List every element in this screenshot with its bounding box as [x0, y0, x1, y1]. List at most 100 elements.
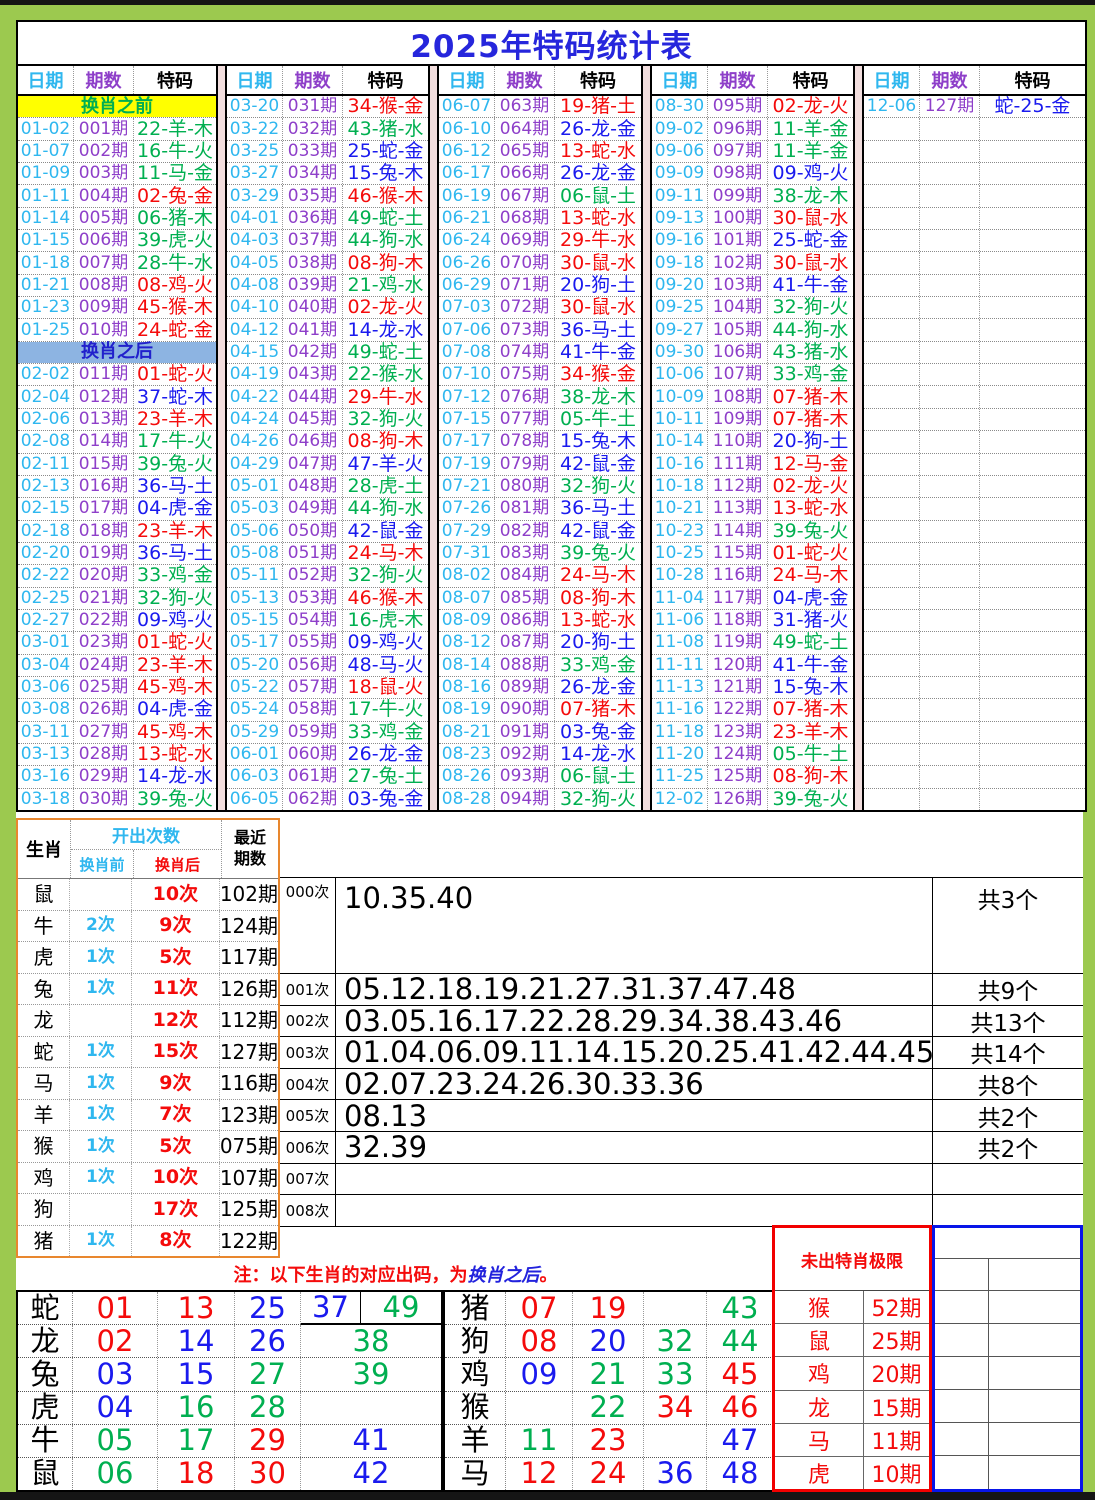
draw-period: 062期: [283, 789, 343, 810]
draw-code: [980, 163, 1085, 184]
column-header: 日期: [652, 66, 708, 94]
count-after: 9次: [132, 911, 220, 942]
draw-row: 02-04012期37-蛇-木: [18, 386, 216, 408]
frequency-total: 共9个: [932, 974, 1083, 1005]
draw-row: 11-08119期49-蛇-土: [652, 632, 853, 654]
mapping-number: [301, 1392, 441, 1424]
frequency-numbers: 08.13: [336, 1100, 932, 1131]
draw-date: 01-11: [18, 185, 74, 206]
mapping-number: 34: [644, 1392, 707, 1424]
draw-row: 06-12065期13-蛇-水: [439, 141, 641, 163]
draw-period: 017期: [74, 498, 134, 519]
draw-period: 120期: [708, 655, 768, 676]
draw-date: 06-10: [439, 118, 495, 139]
frequency-label: 003次: [280, 1037, 336, 1068]
limit-period: 15期: [864, 1391, 929, 1423]
draw-row: 03-13028期13-蛇-水: [18, 744, 216, 766]
draw-date: 07-03: [439, 297, 495, 318]
draw-date: [864, 252, 920, 273]
draw-row: 03-20031期34-猴-金: [227, 96, 428, 118]
draw-date: [864, 297, 920, 318]
zodiac-stat-row: 狗17次125期: [18, 1194, 278, 1226]
draw-code: 39-兔-火: [134, 454, 216, 475]
draw-period: 016期: [74, 476, 134, 497]
empty-cell: [935, 1259, 989, 1291]
mapping-number: 26: [235, 1325, 301, 1357]
draw-period: 098期: [708, 163, 768, 184]
draw-period: 065期: [495, 141, 555, 162]
mapping-number: 07: [506, 1292, 573, 1324]
limit-box-title: 未出特肖极限: [775, 1228, 929, 1291]
draw-row: 04-05038期08-狗-木: [227, 252, 428, 274]
mapping-row: 鼠06183042: [18, 1458, 441, 1490]
mapping-zodiac: 马: [445, 1458, 506, 1490]
draw-period: [920, 297, 980, 318]
draw-row: 03-29035期46-猴-木: [227, 185, 428, 207]
draw-code: 30-鼠-水: [768, 208, 853, 229]
draw-code: 33-鸡-金: [555, 655, 641, 676]
draw-date: 09-27: [652, 319, 708, 340]
draw-date: 02-04: [18, 386, 74, 407]
draw-row: 02-11015期39-兔-火: [18, 454, 216, 476]
draw-row: [864, 118, 1085, 140]
draw-date: 10-16: [652, 454, 708, 475]
draw-row: 换肖之后: [18, 342, 216, 364]
draw-row: 12-02126期39-兔-火: [652, 789, 853, 810]
draw-period: 066期: [495, 163, 555, 184]
draw-date: 08-23: [439, 744, 495, 765]
empty-cell: [935, 1291, 989, 1324]
draw-code: [980, 521, 1085, 542]
limit-zodiac: 马: [775, 1424, 864, 1456]
draw-row: 01-23009期45-猴-木: [18, 297, 216, 319]
draw-code: [980, 766, 1085, 787]
zodiac-name: 鸡: [18, 1163, 70, 1194]
draw-period: 107期: [708, 364, 768, 385]
draw-period: 010期: [74, 319, 134, 340]
draw-period: 052期: [283, 565, 343, 586]
draw-code: 07-猪-木: [768, 386, 853, 407]
draw-date: 11-08: [652, 632, 708, 653]
draw-row: 06-05062期03-兔-金: [227, 789, 428, 810]
draw-date: [864, 230, 920, 251]
draw-code: 41-牛-金: [555, 342, 641, 363]
draw-date: 07-12: [439, 386, 495, 407]
draw-date: [864, 476, 920, 497]
mapping-number: 21: [573, 1358, 644, 1390]
draw-period: [920, 185, 980, 206]
mapping-zodiac: 鸡: [445, 1358, 506, 1390]
draw-code: 33-鸡-金: [768, 364, 853, 385]
draw-date: 10-28: [652, 565, 708, 586]
draw-row: 03-22032期43-猪-水: [227, 118, 428, 140]
draw-row: 03-18030期39-兔-火: [18, 789, 216, 810]
draw-code: 02-龙-火: [343, 297, 428, 318]
column-header: 日期: [864, 66, 920, 94]
draw-period: 004期: [74, 185, 134, 206]
mapping-number: 19: [573, 1292, 644, 1324]
header-times-group: 开出次数 换肖前 换肖后: [71, 820, 222, 878]
draw-date: 08-07: [439, 588, 495, 609]
zodiac-stat-row: 兔1次11次126期: [18, 974, 278, 1006]
zodiac-stat-row: 猴1次5次075期: [18, 1131, 278, 1163]
draw-date: 09-30: [652, 342, 708, 363]
draw-row: [864, 699, 1085, 721]
draw-date: [864, 409, 920, 430]
draw-row: 换肖之前: [18, 96, 216, 118]
frequency-label: 008次: [280, 1195, 336, 1226]
count-before: [70, 879, 132, 910]
draw-date: 10-25: [652, 543, 708, 564]
draw-row: [864, 588, 1085, 610]
limit-period: 20期: [864, 1357, 929, 1389]
draw-period: 056期: [283, 655, 343, 676]
draw-date: [864, 699, 920, 720]
draw-row: 04-24045期32-狗-火: [227, 409, 428, 431]
draw-row: 10-14110期20-狗-土: [652, 431, 853, 453]
count-before: [70, 1194, 132, 1225]
draw-date: [864, 319, 920, 340]
frequency-label: 006次: [280, 1132, 336, 1163]
draw-date: 05-20: [227, 655, 283, 676]
draw-period: 122期: [708, 699, 768, 720]
mapping-row: 羊112347: [445, 1425, 773, 1458]
draw-code: 47-羊-火: [343, 454, 428, 475]
draw-date: 10-21: [652, 498, 708, 519]
draw-period: 100期: [708, 208, 768, 229]
